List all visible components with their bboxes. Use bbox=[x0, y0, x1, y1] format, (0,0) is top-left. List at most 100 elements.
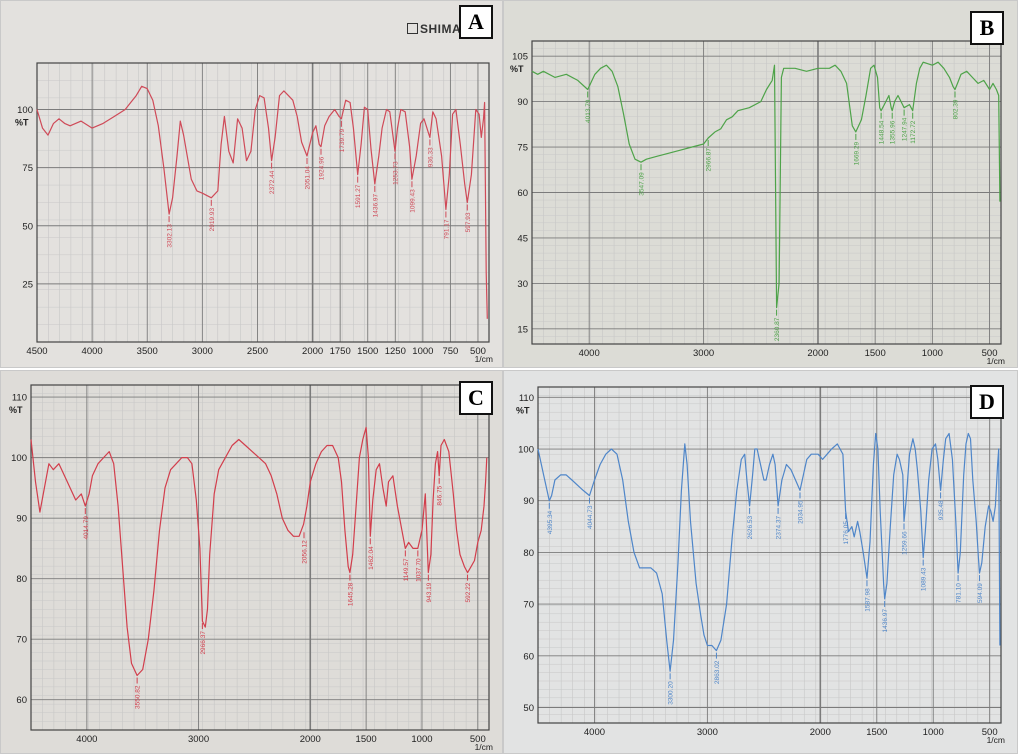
ir-spectrum-d-chart: 50 60 70 80 90 100 110 4000 3000 2000 1500 1000 500%… bbox=[516, 386, 1005, 745]
panel-label-b: B bbox=[970, 11, 1004, 45]
peak-label: 2966.87 bbox=[706, 148, 713, 172]
peak-label: 1669.29 bbox=[853, 142, 860, 166]
peak-label: 2372.44 bbox=[269, 170, 276, 194]
brand-text: SHIMA bbox=[420, 22, 462, 36]
spectrum-line-a bbox=[36, 85, 488, 319]
x-tick-label: 4500 bbox=[26, 346, 47, 357]
x-tick-label: 3000 bbox=[697, 727, 718, 738]
y-tick-label: 60 bbox=[16, 695, 27, 706]
ir-spectrum-panel-c: 60 70 80 90 100 110 4000 3000 2000 1500 1000 500 %T 1… bbox=[0, 370, 503, 754]
x-tick-label: 500 bbox=[982, 727, 998, 738]
peak-label: 2626.53 bbox=[747, 516, 754, 540]
y-tick-label: 80 bbox=[16, 574, 27, 585]
peak-label: 1448.54 bbox=[879, 120, 886, 144]
peak-label: 3302.13 bbox=[167, 224, 174, 248]
y-axis-label: %T bbox=[9, 405, 23, 415]
y-tick-label: 90 bbox=[16, 514, 27, 525]
minor-grid bbox=[537, 386, 1002, 724]
peak-label: 1776.05 bbox=[843, 521, 850, 545]
y-tick-label: 60 bbox=[517, 188, 528, 199]
peak-label: 1037.70 bbox=[415, 558, 422, 582]
y-tick-label: 50 bbox=[22, 221, 33, 232]
y-tick-label: 70 bbox=[16, 635, 27, 646]
x-tick-label: 1500 bbox=[865, 348, 886, 359]
peak-label: 4044.73 bbox=[587, 505, 594, 529]
x-tick-label: 2000 bbox=[300, 734, 321, 745]
peak-label: 935.48 bbox=[938, 500, 945, 520]
peak-label: 2919.93 bbox=[209, 207, 216, 231]
x-tick-label: 500 bbox=[982, 348, 998, 359]
peak-label: 1587.98 bbox=[864, 588, 871, 612]
peak-label: 936.33 bbox=[427, 147, 434, 167]
x-axis-unit: 1/cm bbox=[475, 354, 493, 364]
peak-label: 1247.94 bbox=[902, 117, 909, 141]
peak-label: 2360.87 bbox=[774, 317, 781, 341]
peak-label: 1253.73 bbox=[392, 161, 399, 185]
x-tick-label: 1250 bbox=[385, 346, 406, 357]
peak-label: 1149.57 bbox=[403, 558, 410, 581]
peak-label: 2034.95 bbox=[797, 500, 804, 524]
peak-label: 4013.79 bbox=[585, 99, 592, 123]
brand-logo-icon bbox=[407, 23, 418, 34]
y-tick-label: 25 bbox=[22, 279, 33, 290]
y-tick-label: 105 bbox=[512, 52, 528, 63]
y-axis-label: %T bbox=[15, 118, 29, 128]
spectrum-line-c bbox=[30, 426, 488, 677]
y-tick-label: 70 bbox=[523, 600, 534, 611]
peak-label: 4395.34 bbox=[547, 510, 554, 534]
spectrum-line-d bbox=[537, 432, 1001, 672]
x-axis-unit: 1/cm bbox=[987, 356, 1005, 366]
x-tick-label: 1500 bbox=[357, 346, 378, 357]
x-tick-label: 1000 bbox=[411, 734, 432, 745]
ir-spectrum-a-chart: 25 50 75 100 4500 4000 3500 3000 2500 2000 1750 150… bbox=[15, 62, 493, 364]
x-tick-label: 1000 bbox=[922, 348, 943, 359]
x-tick-label: 500 bbox=[470, 734, 486, 745]
peak-label: 2966.37 bbox=[200, 631, 207, 655]
plot-frame bbox=[531, 40, 1002, 345]
x-tick-label: 4000 bbox=[584, 727, 605, 738]
x-tick-label: 1750 bbox=[330, 346, 351, 357]
peak-label: 1089.43 bbox=[921, 567, 928, 591]
panel-label-a: A bbox=[459, 5, 493, 39]
peak-label: 1099.43 bbox=[409, 189, 416, 213]
x-tick-label: 3000 bbox=[693, 348, 714, 359]
ir-spectrum-panel-a: 25 50 75 100 4500 4000 3500 3000 2500 2000 1750 150… bbox=[0, 0, 503, 368]
ir-spectrum-b-chart: 15 30 45 60 75 90 105 4000 3000 2000 1500 1000 500 %T… bbox=[510, 40, 1005, 366]
x-tick-label: 750 bbox=[442, 346, 458, 357]
peak-label: 4014.79 bbox=[83, 516, 90, 540]
y-tick-label: 100 bbox=[17, 105, 33, 116]
panel-label-c: C bbox=[459, 381, 493, 415]
peak-label: 1739.79 bbox=[339, 128, 346, 152]
y-axis-label: %T bbox=[510, 64, 524, 74]
x-tick-label: 4000 bbox=[76, 734, 97, 745]
x-tick-label: 3500 bbox=[137, 346, 158, 357]
peak-label: 781.10 bbox=[956, 583, 963, 603]
peak-label: 594.09 bbox=[977, 583, 984, 603]
x-axis-unit: 1/cm bbox=[475, 742, 493, 752]
peak-label: 943.19 bbox=[426, 582, 433, 602]
ir-spectrum-panel-b: 15 30 45 60 75 90 105 4000 3000 2000 1500 1000 500 %T… bbox=[503, 0, 1018, 368]
peak-label: 1172.72 bbox=[910, 120, 917, 143]
peak-label: 2374.37 bbox=[776, 516, 783, 540]
ir-spectrum-panel-d: 50 60 70 80 90 100 110 4000 3000 2000 1500 1000 500%… bbox=[503, 370, 1018, 754]
x-tick-label: 4000 bbox=[579, 348, 600, 359]
plot-frame bbox=[36, 62, 490, 343]
peak-label: 846.75 bbox=[437, 485, 444, 505]
peak-label: 3547.09 bbox=[639, 172, 646, 196]
panel-label-d: D bbox=[970, 385, 1004, 419]
peak-label: 1645.28 bbox=[347, 582, 354, 606]
x-tick-label: 1500 bbox=[356, 734, 377, 745]
peak-label: 1355.96 bbox=[890, 120, 897, 144]
x-tick-label: 500 bbox=[470, 346, 486, 357]
peak-label: 1462.04 bbox=[368, 546, 375, 570]
x-tick-label: 2000 bbox=[807, 348, 828, 359]
peak-label: 1436.97 bbox=[882, 609, 889, 633]
peak-label: 1436.97 bbox=[372, 194, 379, 218]
peak-label: 2051.04 bbox=[304, 166, 311, 190]
peak-label: 2863.02 bbox=[714, 660, 721, 684]
y-tick-label: 30 bbox=[517, 279, 528, 290]
spectrum-line-b bbox=[531, 61, 1001, 309]
peak-label: 802.39 bbox=[953, 99, 960, 119]
y-tick-label: 110 bbox=[12, 393, 27, 404]
y-tick-label: 15 bbox=[517, 324, 528, 335]
